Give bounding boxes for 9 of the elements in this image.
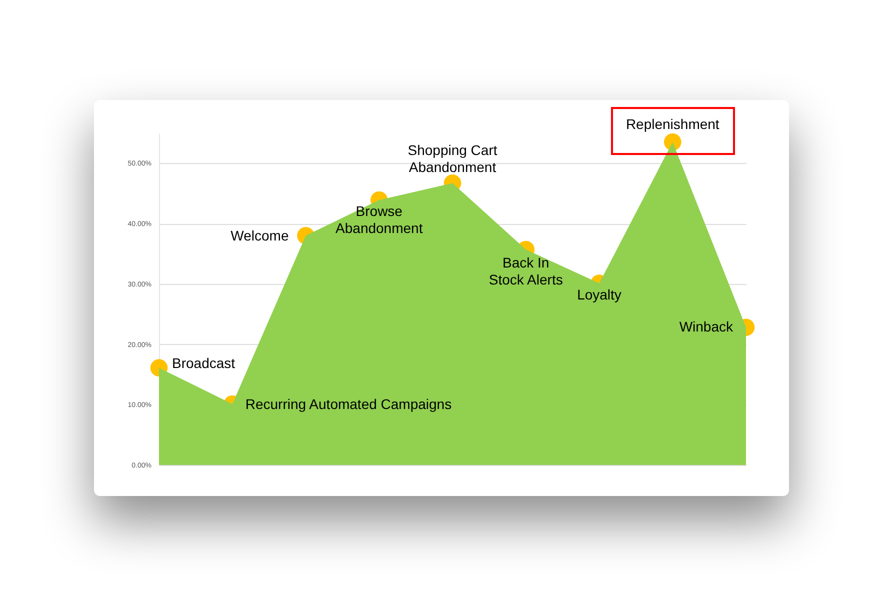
annotation: Browse Abandonment <box>336 203 423 236</box>
annotation: Loyalty <box>577 286 622 302</box>
annotation: Broadcast <box>172 354 236 371</box>
annotation: Welcome <box>230 228 289 244</box>
annotation: Winback <box>679 318 734 334</box>
annotation: Shopping Cart Abandonment <box>408 142 498 176</box>
annotation: Recurring Automated Campaigns <box>245 396 452 412</box>
text: Replenishment <box>626 116 720 132</box>
annotation: Back In Stock Alerts <box>488 254 563 288</box>
